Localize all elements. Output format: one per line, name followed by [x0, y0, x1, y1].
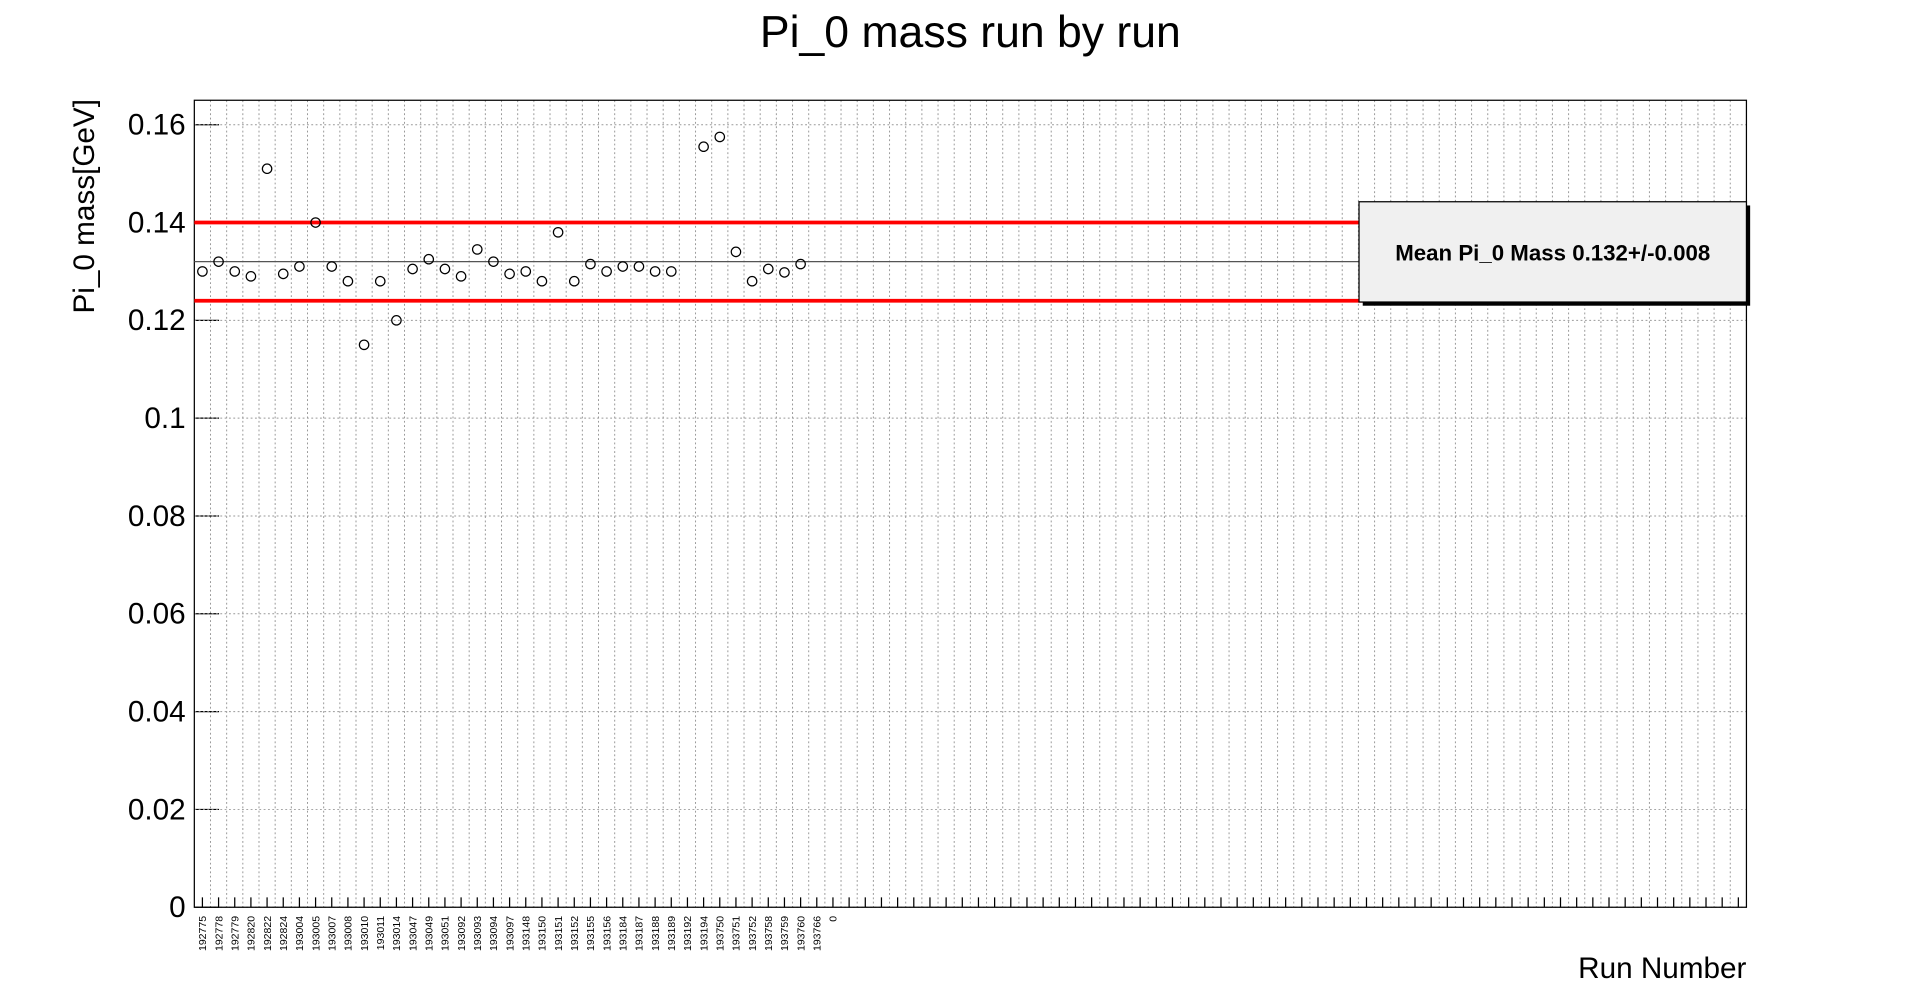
x-tick-label: 193760 [795, 916, 807, 951]
data-point [471, 244, 483, 255]
y-axis-label: Pi_0 mass[GeV] [68, 99, 101, 314]
y-tick-label: 0.12 [128, 304, 186, 337]
data-point [391, 315, 402, 326]
x-tick-label: 193758 [763, 916, 775, 951]
data-point [601, 266, 612, 277]
data-point [649, 266, 661, 277]
data-point [245, 271, 257, 282]
data-point [552, 226, 564, 238]
x-tick-label: 193189 [666, 916, 678, 951]
data-point [585, 258, 596, 270]
data-point [358, 339, 370, 351]
data-point [197, 266, 208, 277]
y-tick-label: 0 [169, 891, 186, 924]
data-point [423, 253, 435, 265]
x-tick-label: 193148 [520, 916, 532, 951]
x-tick-label: 193047 [407, 916, 419, 951]
y-tick-label: 0.02 [128, 793, 186, 826]
x-tick-label: 193152 [569, 916, 581, 951]
data-point [342, 275, 354, 287]
data-point [277, 268, 289, 280]
x-tick-label: 193094 [488, 916, 500, 951]
data-point [762, 263, 774, 275]
data-point [746, 275, 758, 287]
x-tick-label: 193049 [423, 916, 435, 951]
x-axis-label: Run Number [1578, 952, 1746, 985]
x-tick-label: 192824 [278, 916, 290, 951]
x-tick-label: 192779 [229, 916, 241, 951]
x-tick-label: 192775 [197, 916, 209, 951]
data-point [779, 267, 790, 278]
x-tick-label: 193011 [375, 916, 387, 950]
x-tick-label: 193752 [747, 916, 759, 951]
data-point [261, 163, 273, 175]
data-point [326, 261, 338, 272]
x-tick-label: 193184 [617, 916, 629, 951]
x-tick-label: 193156 [601, 916, 613, 951]
data-point [795, 258, 806, 270]
data-point [536, 275, 548, 287]
x-tick-label: 193188 [650, 916, 662, 951]
x-tick-label: 193051 [440, 916, 452, 951]
data-point [504, 268, 515, 280]
data-point [617, 261, 629, 272]
x-tick-label: 193751 [731, 916, 743, 951]
data-point [294, 261, 305, 272]
x-tick-label: 193004 [294, 916, 306, 951]
data-point [374, 275, 386, 287]
y-tick-label: 0.14 [128, 206, 186, 239]
x-tick-label: 193097 [504, 916, 516, 951]
data-point [633, 261, 645, 272]
x-tick-label: 193093 [472, 916, 484, 951]
data-point [213, 256, 224, 267]
x-tick-label: 192778 [213, 916, 225, 951]
x-tick-label: 193155 [585, 916, 597, 951]
y-tick-label: 0.16 [128, 109, 186, 142]
x-tick-label: 193187 [634, 916, 646, 951]
x-tick-label: 193766 [811, 916, 823, 951]
y-tick-label: 0.08 [128, 500, 186, 533]
x-tick-label: 192820 [246, 916, 258, 951]
legend-box [1358, 201, 1748, 303]
data-point [229, 266, 241, 277]
y-tick-label: 0.04 [128, 696, 186, 729]
x-tick-label: 193010 [359, 916, 371, 951]
x-tick-label: 193150 [537, 916, 549, 951]
data-point [455, 271, 467, 282]
x-tick-label: 193759 [779, 916, 791, 951]
data-point [488, 256, 499, 267]
legend-text: Mean Pi_0 Mass 0.132+/-0.008 [1395, 241, 1710, 266]
data-point [310, 217, 321, 228]
x-tick-label: 193007 [326, 916, 338, 951]
data-point [407, 263, 418, 275]
x-tick-label: 193750 [714, 916, 726, 951]
x-tick-label: 193194 [698, 916, 710, 951]
data-point [665, 266, 677, 277]
data-point [714, 131, 726, 143]
chart-title: Pi_0 mass run by run [760, 8, 1181, 57]
x-tick-label: 192822 [262, 916, 274, 951]
x-tick-label: 0 [828, 916, 840, 922]
data-point [439, 263, 451, 275]
x-tick-label: 193005 [310, 916, 322, 951]
data-point [568, 275, 580, 287]
data-point [730, 246, 742, 258]
data-point [698, 141, 709, 153]
data-point [520, 266, 532, 277]
y-tick-label: 0.06 [128, 598, 186, 631]
x-tick-label: 193192 [682, 916, 694, 951]
x-tick-label: 193014 [391, 916, 403, 951]
x-tick-label: 193151 [553, 916, 565, 951]
x-tick-label: 193008 [343, 916, 355, 951]
plot-frame [193, 99, 1748, 908]
x-tick-label: 193092 [456, 916, 468, 951]
y-tick-label: 0.1 [144, 402, 185, 435]
